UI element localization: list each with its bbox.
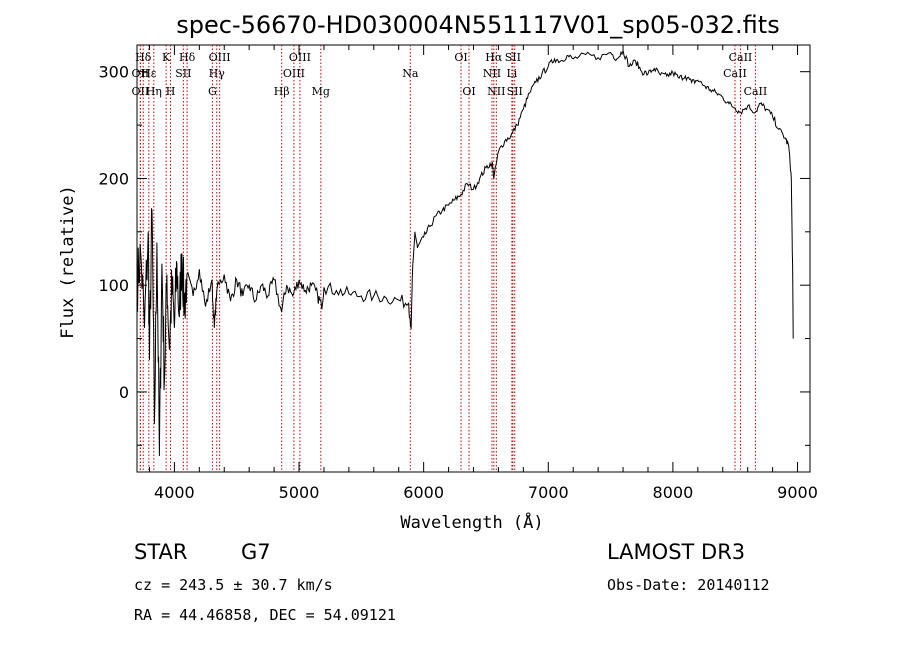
- x-tick-label: 7000: [528, 483, 569, 502]
- x-axis-ticks: 4000 5000 6000 7000 8000 9000: [148, 45, 818, 502]
- x-tick-label: 4000: [154, 483, 195, 502]
- spectral-line-label: Hγ: [209, 67, 226, 80]
- spectral-line-label: Hβ: [274, 85, 290, 98]
- spectral-line-label: G: [208, 85, 217, 98]
- spectral-line-label: Hα: [485, 51, 503, 64]
- spectral-line-label: CaII: [744, 85, 768, 98]
- spectral-line-label: Mg: [312, 85, 330, 98]
- spectral-line-label: CaII: [723, 67, 747, 80]
- chart-title: spec-56670-HD030004N551117V01_sp05-032.f…: [176, 11, 779, 39]
- y-tick-label: 200: [98, 169, 129, 188]
- spectral-line-label: Li: [506, 67, 517, 80]
- spectral-line-label: OIII: [209, 51, 231, 64]
- spectrum-series: [136, 50, 794, 457]
- spectral-line-label: OIII: [289, 51, 311, 64]
- spectrum-info: STAR G7 LAMOST DR3 cz = 243.5 ± 30.7 km/…: [134, 540, 770, 624]
- x-tick-label: 5000: [279, 483, 320, 502]
- redshift-value: cz = 243.5 ± 30.7 km/s: [134, 576, 333, 594]
- plot-frame: [136, 44, 811, 473]
- x-tick-label: 6000: [403, 483, 444, 502]
- observation-date: Obs-Date: 20140112: [607, 576, 770, 594]
- spectral-line-label: Hη: [146, 85, 162, 98]
- x-tick-label: 9000: [777, 483, 818, 502]
- spectral-line-label: OI: [454, 51, 467, 64]
- spectral-line-label: Na: [402, 67, 419, 80]
- spectral-line-label: Hε: [141, 67, 157, 80]
- spectral-line-label: OI: [462, 85, 475, 98]
- spectral-line-label: OII: [132, 85, 150, 98]
- spectral-line-label: Hδ: [179, 51, 196, 64]
- spectral-line-label: SII: [175, 67, 191, 80]
- spectral-line-label: CaII: [729, 51, 753, 64]
- y-axis-label: Flux (relative): [58, 185, 78, 339]
- spectral-line-markers: [139, 45, 756, 472]
- object-class: STAR: [134, 540, 187, 564]
- x-axis-label: Wavelength (Å): [400, 511, 543, 533]
- y-tick-label: 300: [98, 63, 129, 82]
- spectral-line-label: K: [162, 51, 171, 64]
- spectral-line-label: H: [166, 85, 176, 98]
- survey-name: LAMOST DR3: [607, 540, 745, 564]
- spectral-line-label: OIII: [283, 67, 305, 80]
- spectral-line-label: Hδ: [135, 51, 152, 64]
- spectral-line-label: NII: [487, 85, 505, 98]
- spectral-line-label: SII: [505, 51, 521, 64]
- spectral-line-label: NII: [483, 67, 501, 80]
- spectral-line-label: OII: [132, 67, 150, 80]
- object-subclass: G7: [241, 540, 271, 564]
- y-tick-label: 100: [98, 276, 129, 295]
- coordinates: RA = 44.46858, DEC = 54.09121: [134, 606, 396, 624]
- y-axis-ticks: 0 100 200 300: [98, 63, 810, 446]
- x-tick-label: 8000: [653, 483, 694, 502]
- y-tick-label: 0: [119, 383, 129, 402]
- spectral-line-label: SII: [507, 85, 523, 98]
